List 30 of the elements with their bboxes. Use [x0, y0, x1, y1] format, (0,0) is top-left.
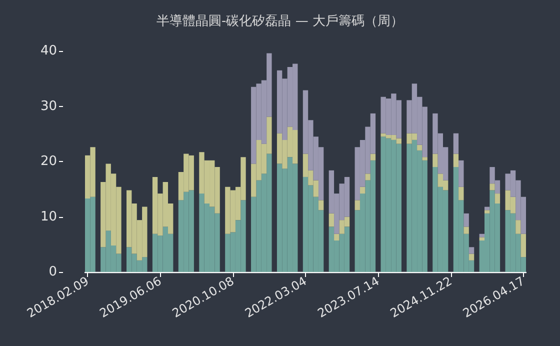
chart-title: 半導體晶圓-碳化矽磊晶 — 大戶籌碼（周）	[156, 14, 404, 29]
y-tick-label: 40	[40, 44, 57, 58]
bar	[318, 200, 324, 210]
y-tick-label: 0	[48, 264, 57, 280]
bar	[365, 174, 370, 180]
y-tick-label: 10	[40, 209, 57, 224]
bar	[464, 213, 469, 227]
y-tick-label: 30	[40, 98, 57, 114]
bar	[458, 186, 464, 200]
bar	[468, 254, 474, 260]
bar	[468, 247, 474, 254]
bar	[360, 186, 366, 194]
bar	[334, 234, 340, 241]
bar	[464, 226, 469, 234]
bar	[432, 154, 438, 168]
bar	[520, 234, 526, 258]
bar	[490, 184, 495, 190]
bar	[453, 154, 459, 168]
bar	[516, 220, 521, 234]
y-tick-label: 20	[40, 154, 57, 169]
bar	[494, 194, 500, 204]
bar	[484, 210, 490, 214]
bar	[354, 200, 360, 210]
bar	[370, 154, 376, 160]
bar	[422, 157, 428, 160]
bar	[479, 237, 484, 241]
bar	[453, 133, 459, 154]
bar	[328, 213, 334, 227]
bar	[458, 160, 464, 187]
bar	[417, 144, 422, 150]
